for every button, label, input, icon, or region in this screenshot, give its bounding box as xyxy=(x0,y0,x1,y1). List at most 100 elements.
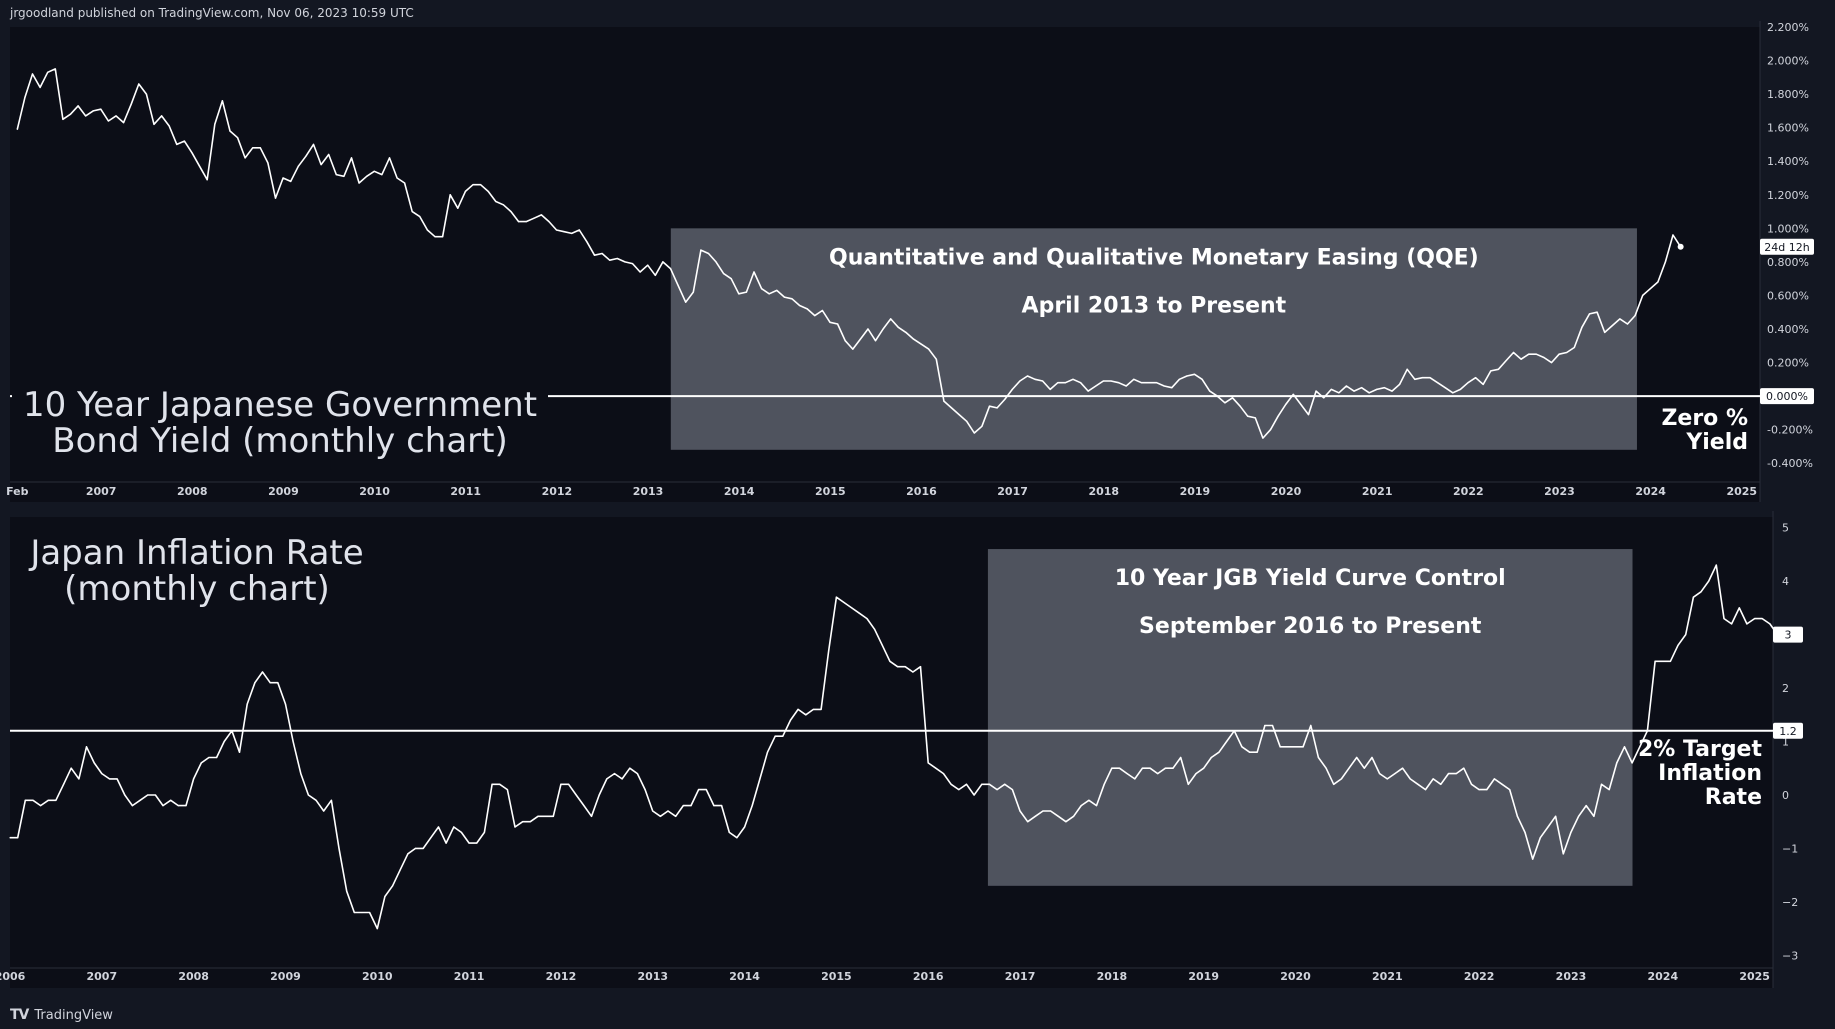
y-tick-label: 5 xyxy=(1782,522,1789,535)
data-point xyxy=(829,321,831,323)
data-point xyxy=(1072,378,1074,380)
data-point xyxy=(835,596,837,598)
data-point xyxy=(1195,772,1197,775)
data-point xyxy=(613,772,616,775)
inflation-panel[interactable]: 10 Year JGB Yield Curve Control September… xyxy=(0,511,1803,988)
data-point xyxy=(905,331,907,333)
data-point xyxy=(927,762,929,764)
data-point xyxy=(1547,826,1549,828)
x-tick-label: 2008 xyxy=(178,970,209,983)
data-point xyxy=(193,778,195,780)
data-point xyxy=(1271,724,1274,727)
data-point xyxy=(1535,353,1537,355)
data-point xyxy=(1577,815,1580,817)
data-point xyxy=(966,420,968,422)
reference-line-label: Yield xyxy=(1685,430,1748,455)
y-tick-label: 1 xyxy=(1782,736,1789,749)
data-point xyxy=(376,927,378,930)
data-point xyxy=(912,338,915,340)
data-point xyxy=(1103,783,1105,785)
data-point xyxy=(426,229,429,231)
x-tick-label: 2018 xyxy=(1097,970,1128,983)
data-point xyxy=(31,73,34,75)
data-point xyxy=(1566,351,1568,354)
x-tick-label: 2021 xyxy=(1372,970,1403,983)
data-point xyxy=(506,789,508,791)
y-tick-label: 0.200% xyxy=(1767,357,1809,370)
data-point xyxy=(468,842,470,844)
data-point xyxy=(805,714,807,716)
x-tick-label: 2019 xyxy=(1180,485,1211,498)
data-point xyxy=(1323,397,1325,399)
data-point xyxy=(261,671,264,673)
data-point xyxy=(1239,405,1241,407)
data-point xyxy=(1555,815,1557,817)
data-point xyxy=(904,666,906,668)
data-point xyxy=(1626,323,1629,325)
data-point xyxy=(578,229,580,231)
data-point xyxy=(315,799,317,801)
data-point xyxy=(297,165,299,167)
data-point xyxy=(115,115,117,117)
chart-title-line: Bond Yield (monthly chart) xyxy=(52,421,507,461)
data-point xyxy=(533,217,535,219)
data-point xyxy=(685,301,687,303)
data-point xyxy=(78,778,80,780)
data-point xyxy=(1501,783,1503,785)
data-point xyxy=(1493,778,1496,780)
data-point xyxy=(1019,810,1021,812)
data-point xyxy=(1539,837,1541,839)
data-point xyxy=(116,778,118,780)
x-tick-label: 2017 xyxy=(1005,970,1036,983)
data-point xyxy=(300,772,302,775)
data-point xyxy=(123,122,125,124)
data-point xyxy=(669,268,672,270)
data-point xyxy=(1180,756,1182,759)
x-tick-label: 2023 xyxy=(1544,485,1575,498)
data-point xyxy=(472,184,474,186)
x-tick-label: 2007 xyxy=(87,970,118,983)
data-point xyxy=(147,794,149,796)
data-point xyxy=(1708,580,1710,582)
data-point xyxy=(1646,730,1649,732)
data-point xyxy=(631,262,634,265)
chart-canvas[interactable]: Quantitative and Qualitative Monetary Ea… xyxy=(0,0,1835,1000)
data-point xyxy=(1163,385,1165,387)
jgb-yield-panel[interactable]: Quantitative and Qualitative Monetary Ea… xyxy=(6,21,1814,502)
data-point xyxy=(616,257,618,260)
data-point xyxy=(1171,387,1173,389)
data-point xyxy=(1608,789,1610,791)
data-point xyxy=(1669,660,1671,662)
data-point xyxy=(1148,382,1150,384)
data-point xyxy=(139,799,141,801)
data-point xyxy=(882,328,884,330)
data-point xyxy=(1057,382,1059,384)
data-point xyxy=(783,296,786,298)
data-point xyxy=(1210,756,1212,759)
data-point xyxy=(1769,623,1771,625)
data-point xyxy=(1209,390,1211,392)
data-point xyxy=(935,358,937,360)
data-point xyxy=(1654,660,1656,662)
y-tick-label: 1.800% xyxy=(1767,88,1809,101)
footer-brand-label: TradingView xyxy=(34,1007,113,1023)
data-point xyxy=(789,719,792,721)
data-point xyxy=(1509,789,1511,791)
last-value-tag xyxy=(1760,238,1814,255)
data-point xyxy=(361,911,363,914)
data-point xyxy=(859,338,861,340)
data-point xyxy=(1164,767,1166,769)
data-point xyxy=(928,348,930,350)
data-point xyxy=(782,735,784,737)
data-point xyxy=(950,407,953,409)
x-tick-label: 2007 xyxy=(86,485,117,498)
y-tick-label: 0.800% xyxy=(1767,256,1809,269)
x-tick-label: 2025 xyxy=(1739,970,1770,983)
data-point xyxy=(161,115,163,117)
data-point xyxy=(384,895,386,898)
box-label-title: Quantitative and Qualitative Monetary Ea… xyxy=(829,245,1479,270)
data-point xyxy=(495,200,497,203)
footer-brand[interactable]: TV TradingView xyxy=(10,1007,113,1023)
data-point xyxy=(958,413,960,416)
x-tick-label: 2009 xyxy=(270,970,301,983)
